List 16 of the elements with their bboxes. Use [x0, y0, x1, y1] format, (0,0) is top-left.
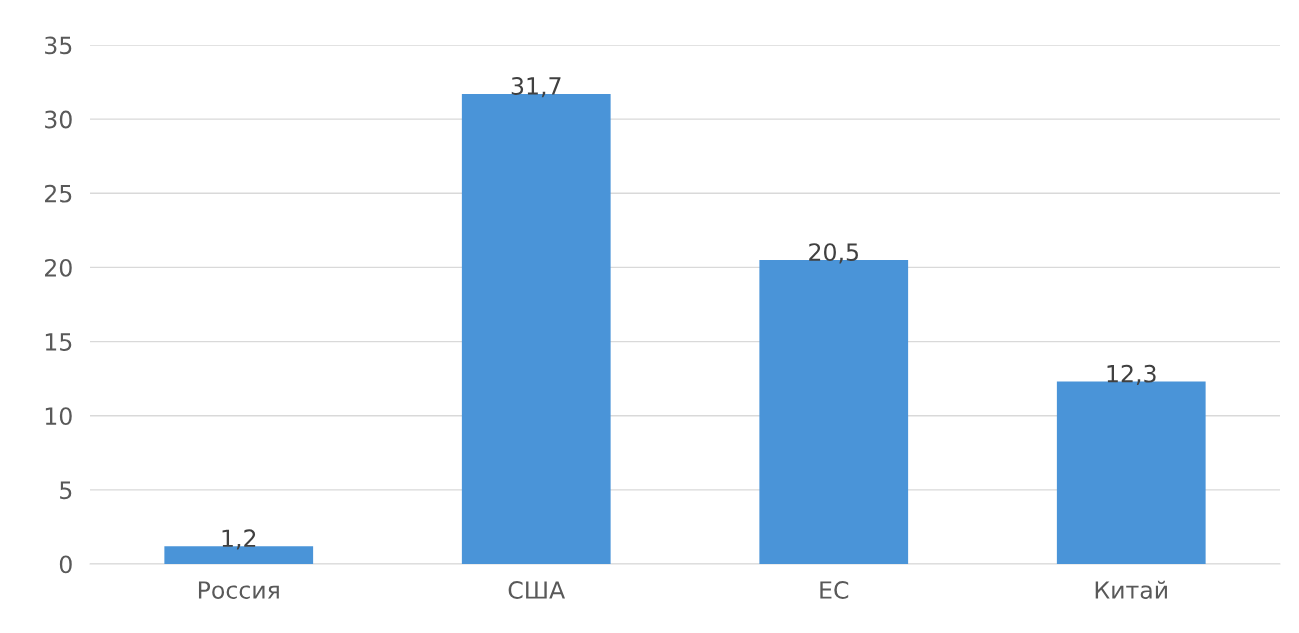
y-tick-label: 30 — [45, 110, 72, 129]
data-label: 1,2 — [222, 529, 256, 550]
y-tick-label: 20 — [45, 258, 72, 277]
x-tick-label: Китай — [1095, 580, 1167, 599]
x-tick-label: США — [508, 581, 565, 599]
y-tick-label: 5 — [60, 481, 72, 500]
data-label: 12,3 — [1107, 364, 1156, 385]
y-tick-label: 10 — [45, 407, 72, 426]
x-tick-label: ЕС — [820, 581, 849, 599]
y-tick-label: 25 — [45, 184, 72, 203]
data-label: 20,5 — [809, 243, 858, 264]
y-tick-label: 35 — [45, 36, 72, 55]
data-label: 31,7 — [511, 77, 561, 98]
y-tick-label: 15 — [45, 333, 72, 351]
y-tick-label: 0 — [59, 555, 72, 574]
x-tick-label: Россия — [198, 581, 279, 599]
